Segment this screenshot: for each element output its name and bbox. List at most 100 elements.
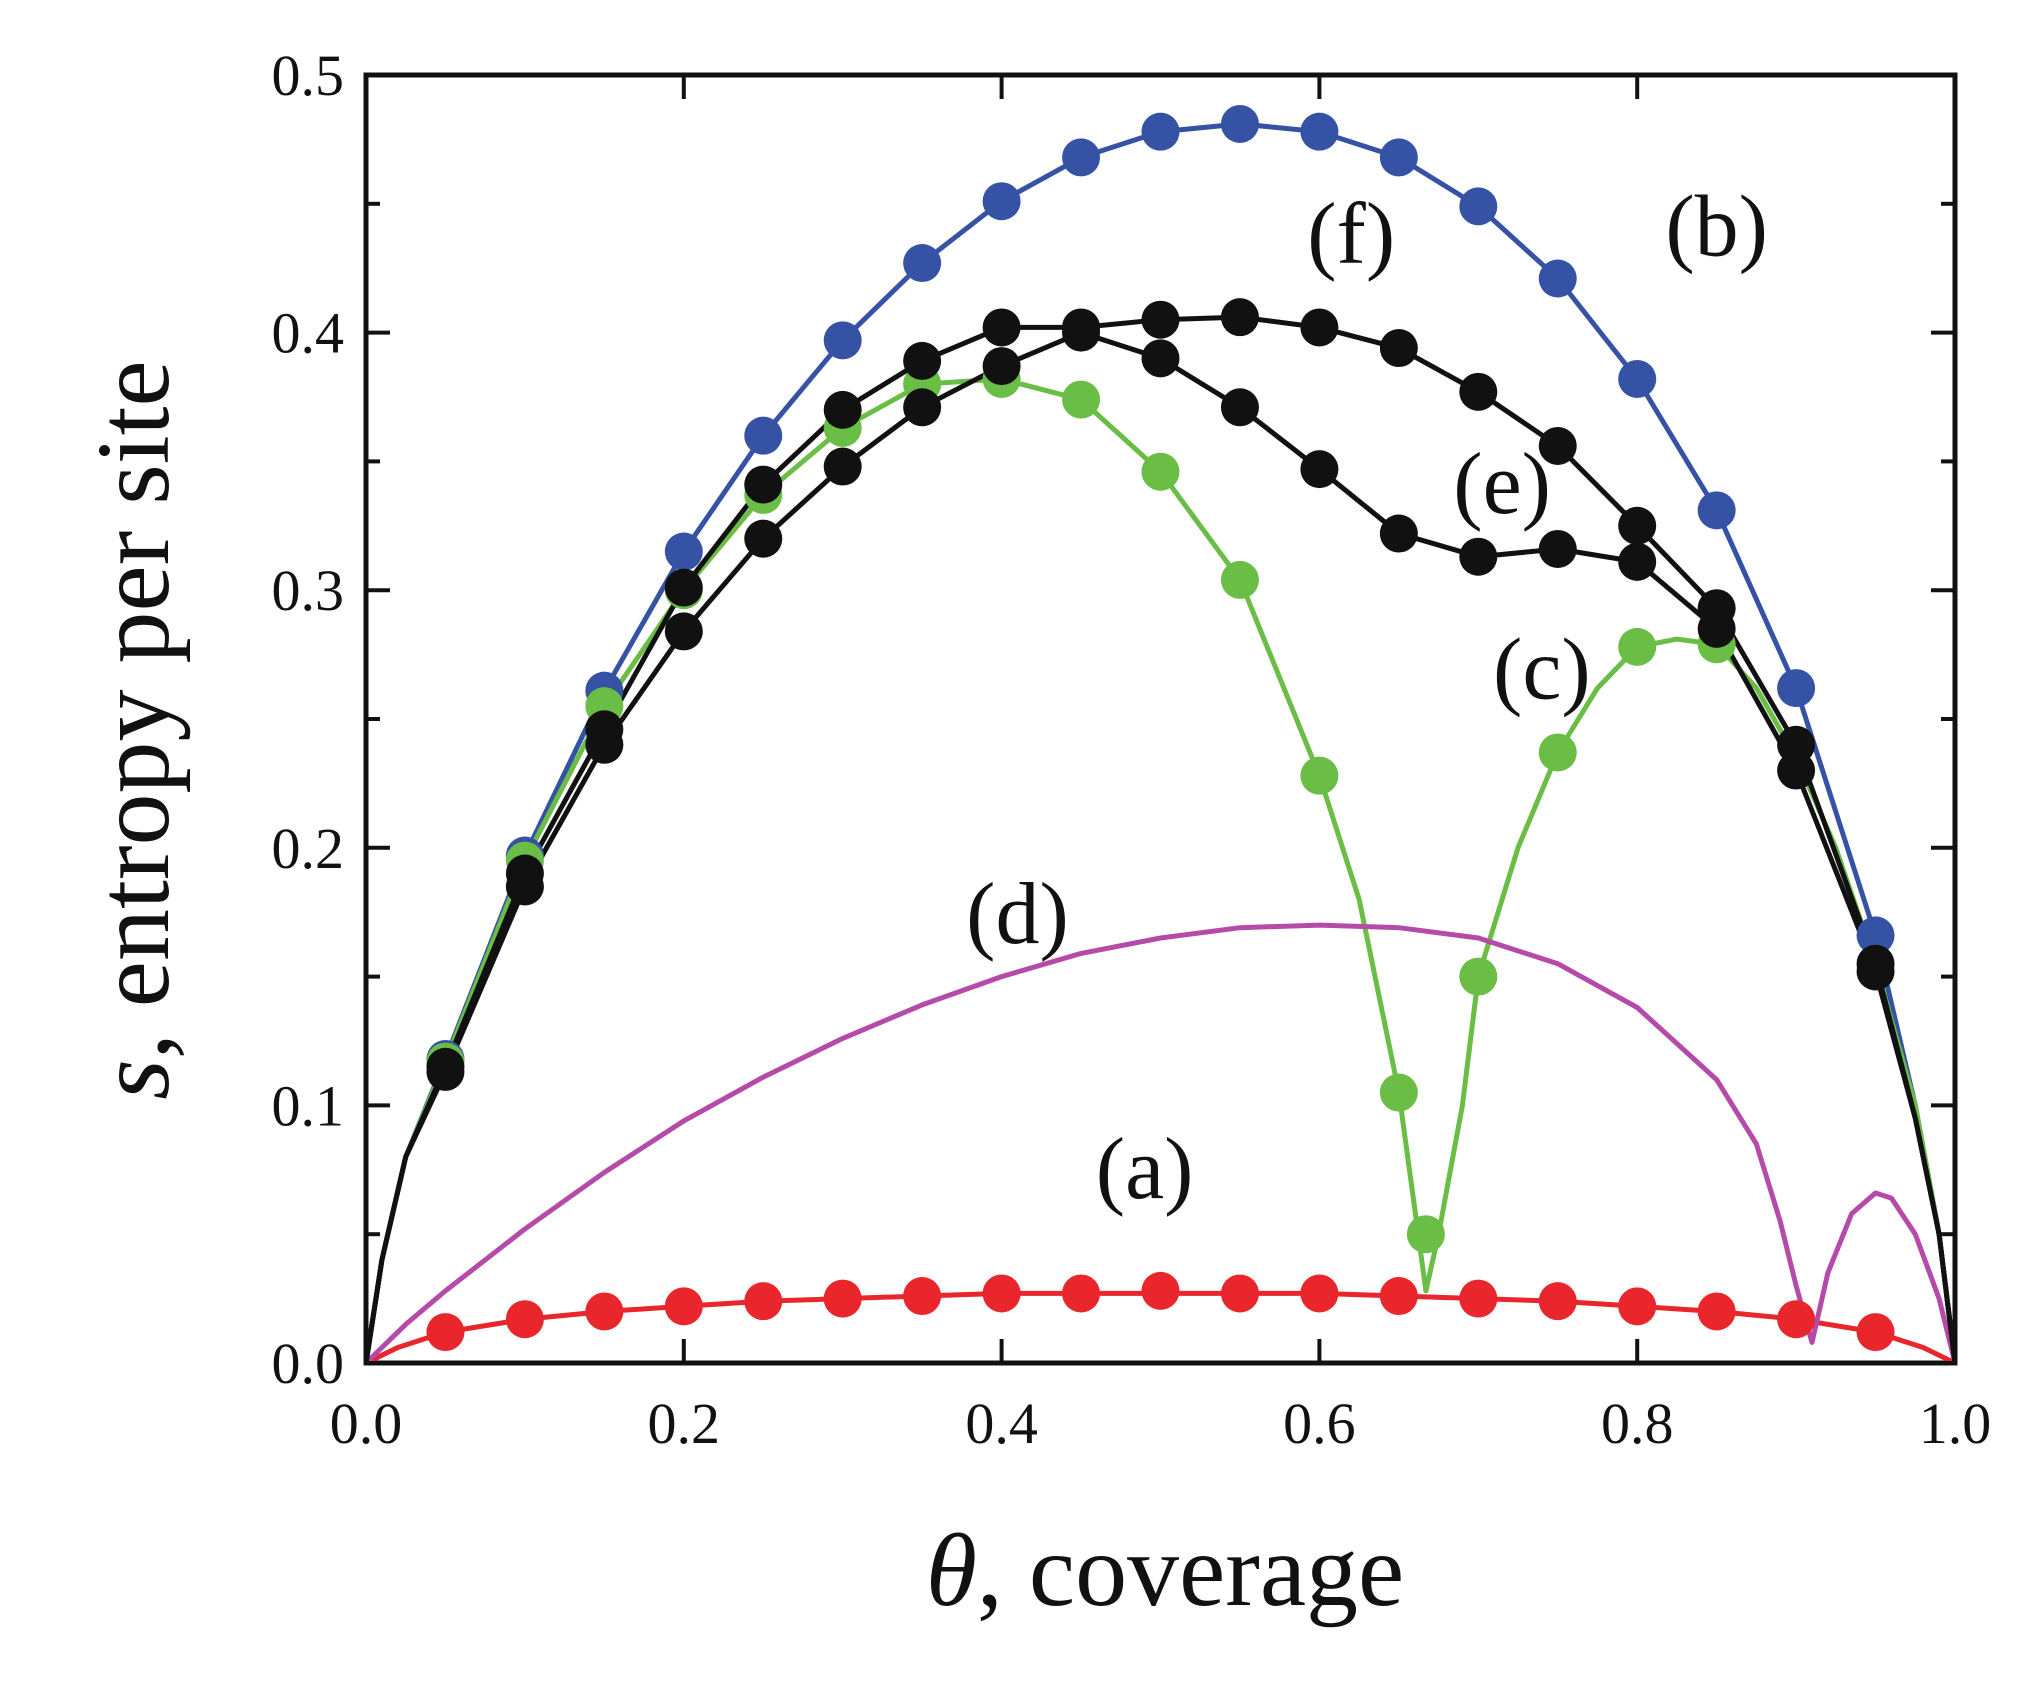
series-point-a <box>426 1313 465 1352</box>
series-point-e <box>1220 388 1259 427</box>
series-point-a <box>1697 1292 1736 1331</box>
x-axis-symbol: θ <box>926 1513 977 1628</box>
series-point-f <box>1379 329 1418 368</box>
x-tick-label: 0.4 <box>965 1391 1038 1456</box>
series-point-f <box>505 854 544 893</box>
axis-tick-labels: 0.0 0.2 0.4 0.6 0.8 1.0 0.0 0.1 0.2 0.3 0.4 0.5 <box>272 43 1992 1456</box>
series-point-f <box>903 341 942 380</box>
series-point-e <box>1300 450 1339 489</box>
series-point-f <box>1856 944 1895 983</box>
curve-annotations: (a) (b) (c) (d) (e) (f) <box>966 178 1768 1218</box>
series-line-d <box>363 922 1958 1366</box>
series-point-b <box>1538 259 1577 298</box>
y-axis-symbol: s <box>76 1059 191 1099</box>
series-point-a <box>1618 1287 1657 1326</box>
curve-label-b: (b) <box>1665 178 1768 275</box>
series-point-b <box>1459 187 1498 226</box>
series-point-c <box>1220 560 1259 599</box>
series-point-b <box>664 532 703 571</box>
series-point-f <box>426 1047 465 1086</box>
curve-label-e: (e) <box>1453 436 1551 533</box>
series-point-e <box>664 612 703 651</box>
y-axis-title: s, entropy per site <box>76 360 191 1099</box>
x-tick-label: 0.2 <box>648 1391 721 1456</box>
series-point-b <box>744 416 783 455</box>
series-point-e <box>1538 529 1577 568</box>
series-point-f <box>1141 300 1180 339</box>
series-point-c <box>1062 380 1101 419</box>
series-point-f <box>664 568 703 607</box>
series-line-c <box>363 376 1958 1366</box>
series-point-e <box>982 347 1021 386</box>
series-point-c <box>1406 1215 1445 1254</box>
series-point-b <box>1379 138 1418 177</box>
axis-ticks <box>364 73 1957 1365</box>
series-point-a <box>1777 1300 1816 1339</box>
series-point-f <box>1220 298 1259 337</box>
x-tick-label: 0.0 <box>330 1391 403 1456</box>
series-point-b <box>1220 104 1259 143</box>
series-point-a <box>664 1287 703 1326</box>
series-point-b <box>1777 669 1816 708</box>
series-point-b <box>1618 359 1657 398</box>
series-point-f <box>1538 426 1577 465</box>
series-point-b <box>1141 112 1180 151</box>
series-point-c <box>1618 627 1657 666</box>
y-tick-label: 0.3 <box>272 558 345 623</box>
series-point-a <box>1379 1277 1418 1316</box>
series-point-c <box>1379 1073 1418 1112</box>
series-point-f <box>1618 506 1657 545</box>
series-point-a <box>585 1292 624 1331</box>
series-point-f <box>1300 308 1339 347</box>
y-tick-label: 0.4 <box>272 301 345 366</box>
series-point-e <box>1459 537 1498 576</box>
y-tick-label: 0.1 <box>272 1073 345 1138</box>
series-point-a <box>982 1274 1021 1313</box>
series-point-a <box>1141 1271 1180 1310</box>
curve-label-f: (f) <box>1307 186 1395 283</box>
series-points <box>426 104 1895 1352</box>
series-point-b <box>823 321 862 360</box>
series-point-e <box>903 388 942 427</box>
series-point-c <box>1141 452 1180 491</box>
y-tick-label: 0.0 <box>272 1331 345 1396</box>
series-point-f <box>585 710 624 749</box>
series-point-a <box>1062 1274 1101 1313</box>
series-point-c <box>1300 756 1339 795</box>
x-tick-label: 0.6 <box>1283 1391 1356 1456</box>
x-tick-label: 1.0 <box>1919 1391 1992 1456</box>
series-point-c <box>1459 957 1498 996</box>
series-point-a <box>744 1282 783 1321</box>
series-point-e <box>823 447 862 486</box>
series-point-f <box>982 308 1021 347</box>
y-tick-label: 0.2 <box>272 816 345 881</box>
curve-label-c: (c) <box>1493 621 1591 718</box>
series-point-a <box>1856 1313 1895 1352</box>
series-point-f <box>1062 308 1101 347</box>
curve-label-d: (d) <box>966 866 1069 963</box>
curve-label-a: (a) <box>1096 1121 1194 1218</box>
series-point-b <box>1697 491 1736 530</box>
series-point-f <box>1459 372 1498 411</box>
series-point-b <box>1856 916 1895 955</box>
x-tick-label: 0.8 <box>1601 1391 1674 1456</box>
series-point-f <box>1777 725 1816 764</box>
series-point-e <box>1141 339 1180 378</box>
series-point-a <box>505 1300 544 1339</box>
series-point-a <box>903 1277 942 1316</box>
series-point-f <box>744 465 783 504</box>
series-point-a <box>823 1279 862 1318</box>
x-axis-text: , coverage <box>977 1513 1404 1628</box>
series-point-e <box>1618 542 1657 581</box>
y-tick-label: 0.5 <box>272 43 345 108</box>
x-axis-title: θ, coverage <box>926 1513 1404 1628</box>
series-point-b <box>982 182 1021 221</box>
series-point-b <box>1062 138 1101 177</box>
series-point-a <box>1220 1274 1259 1313</box>
series-point-e <box>744 519 783 558</box>
series-point-b <box>1300 112 1339 151</box>
series-point-c <box>1538 733 1577 772</box>
series-point-b <box>903 244 942 283</box>
series-point-a <box>1300 1274 1339 1313</box>
